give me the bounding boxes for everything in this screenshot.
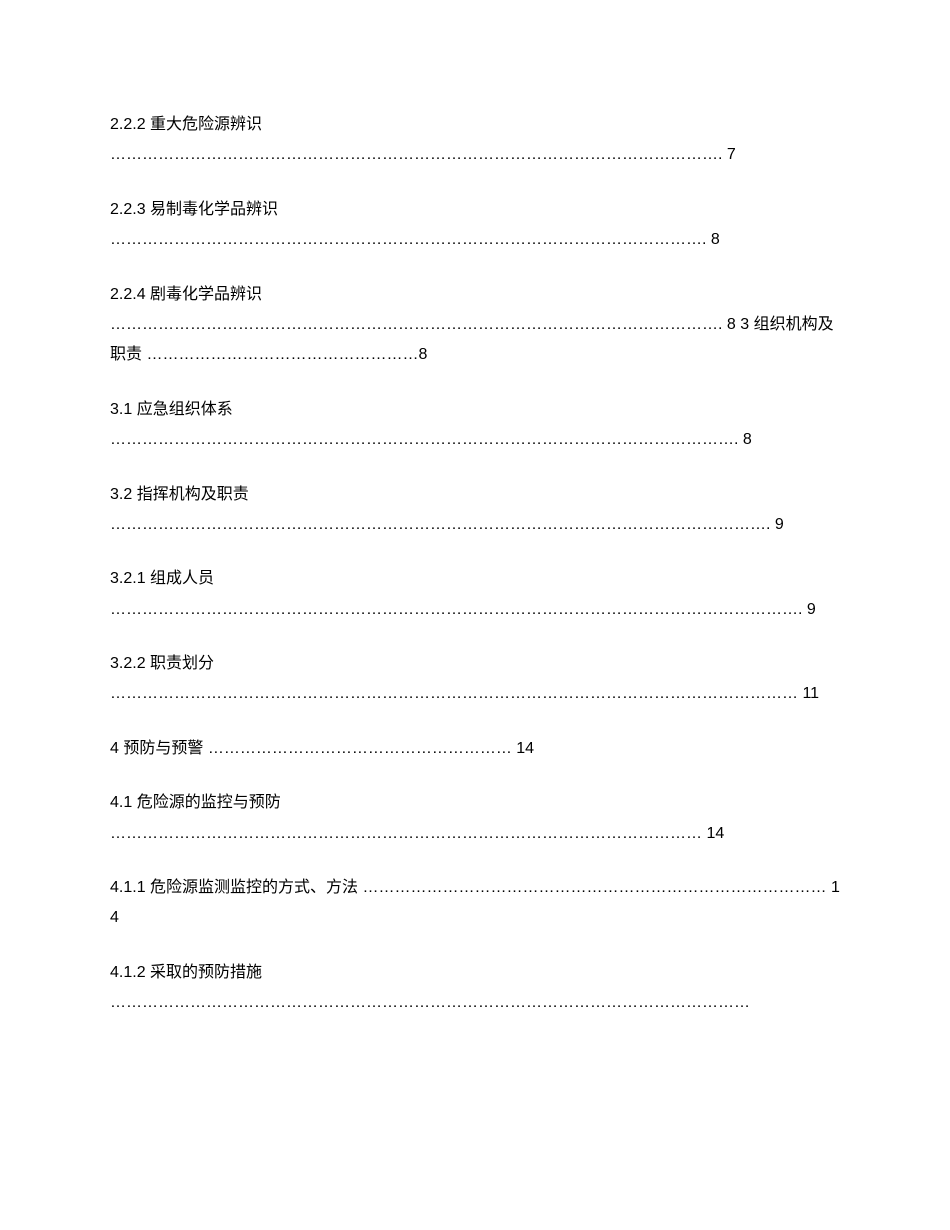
toc-entry: 2.2.2 重大危险源辨识 ……………………………………………………………………… [110,110,840,171]
toc-container: 2.2.2 重大危险源辨识 ……………………………………………………………………… [110,110,840,1019]
entry-title: 4 预防与预警 [110,740,203,757]
entry-dots: …………………………………………………………………………………………………………… [110,685,819,702]
entry-dots: …………………………………………………………………………………………………………… [110,516,784,533]
toc-entry: 3.1 应急组织体系 ……………………………………………………………………………… [110,395,840,456]
toc-entry: 4.1 危险源的监控与预防 ……………………………………………………………………… [110,788,840,849]
entry-dots: ………………………………………………………………………………………………………… [110,994,750,1011]
entry-dots: …………………………………………………………………………………………………. 8 [110,231,720,248]
entry-title: 3.1 应急组织体系 [110,401,233,418]
entry-title: 2.2.2 重大危险源辨识 [110,116,262,133]
entry-dots: ……………………………………………………………………………………………………. … [110,146,736,163]
toc-entry: 4.1.1 危险源监测监控的方式、方法 ……………………………………………………… [110,873,840,934]
toc-entry: 3.2.2 职责划分 ……………………………………………………………………………… [110,649,840,710]
entry-dots: …………………………………………………………………………………………………………… [110,601,816,618]
toc-entry: 4 预防与预警 ………………………………………………… 14 [110,734,840,764]
toc-entry: 2.2.4 剧毒化学品辨识 ……………………………………………………………………… [110,280,840,371]
entry-dots: ………………………………………………………………………………………………… 14 [110,825,724,842]
entry-dots: ……………………………………………………………………………………………………. … [110,316,834,363]
toc-entry: 3.2 指挥机构及职责 …………………………………………………………………………… [110,480,840,541]
entry-title: 4.1.1 危险源监测监控的方式、方法 [110,879,358,896]
entry-title: 4.1.2 采取的预防措施 [110,964,262,981]
toc-entry: 2.2.3 易制毒化学品辨识 …………………………………………………………………… [110,195,840,256]
entry-title: 2.2.4 剧毒化学品辨识 [110,286,262,303]
entry-title: 3.2 指挥机构及职责 [110,486,249,503]
entry-title: 2.2.3 易制毒化学品辨识 [110,201,278,218]
entry-title: 3.2.2 职责划分 [110,655,214,672]
entry-dots: ………………………………………………… 14 [208,740,534,757]
toc-entry: 4.1.2 采取的预防措施 ……………………………………………………………………… [110,958,840,1019]
entry-dots: ……………………………………………………………………………………………………….… [110,431,752,448]
toc-entry: 3.2.1 组成人员 ……………………………………………………………………………… [110,564,840,625]
entry-title: 3.2.1 组成人员 [110,570,214,587]
entry-title: 4.1 危险源的监控与预防 [110,794,281,811]
